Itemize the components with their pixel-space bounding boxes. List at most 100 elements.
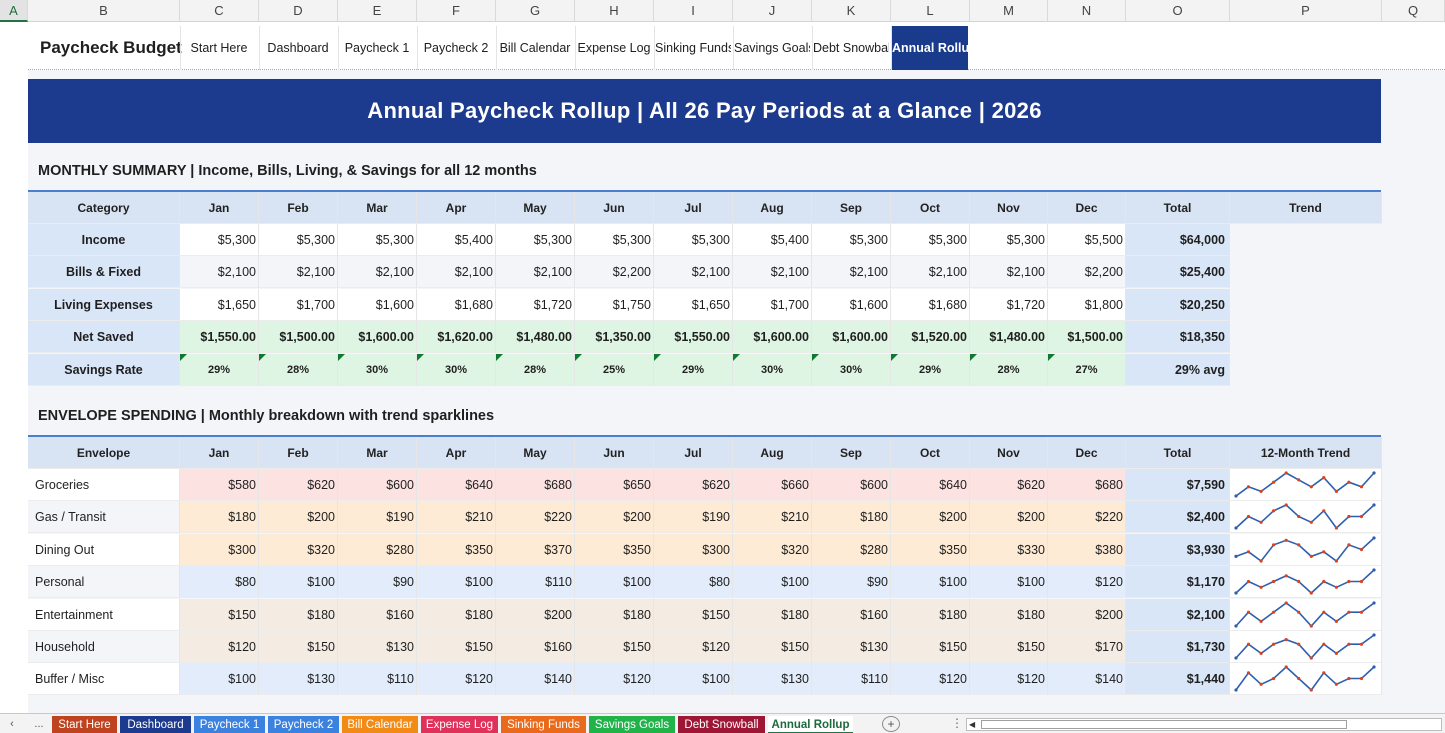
- value-cell[interactable]: $320: [733, 533, 812, 566]
- value-cell[interactable]: $110: [496, 566, 575, 599]
- value-cell[interactable]: $90: [812, 566, 891, 599]
- value-cell[interactable]: $200: [1048, 598, 1126, 631]
- value-cell[interactable]: $1,680: [417, 288, 496, 321]
- nav-tab-annual-rollup[interactable]: Annual Rollup: [891, 26, 968, 70]
- value-cell[interactable]: $150: [259, 631, 338, 663]
- total-cell[interactable]: $64,000: [1126, 224, 1230, 256]
- value-cell[interactable]: $5,300: [338, 224, 417, 256]
- value-cell[interactable]: $120: [970, 663, 1048, 696]
- value-cell[interactable]: $350: [417, 533, 496, 566]
- value-cell[interactable]: $100: [970, 566, 1048, 599]
- value-cell[interactable]: $130: [733, 663, 812, 696]
- value-cell[interactable]: $1,720: [496, 288, 575, 321]
- value-cell[interactable]: $330: [970, 533, 1048, 566]
- value-cell[interactable]: $180: [259, 598, 338, 631]
- value-cell[interactable]: $110: [338, 663, 417, 696]
- sheet-tab-debt-snowball[interactable]: Debt Snowball: [678, 716, 765, 733]
- value-cell[interactable]: $350: [575, 533, 654, 566]
- value-cell[interactable]: $130: [259, 663, 338, 696]
- value-cell[interactable]: $640: [417, 469, 496, 501]
- value-cell[interactable]: $100: [180, 663, 259, 696]
- value-cell[interactable]: $1,600.00: [733, 321, 812, 354]
- value-cell[interactable]: $680: [1048, 469, 1126, 501]
- total-cell[interactable]: $1,730: [1126, 631, 1230, 663]
- column-header-e[interactable]: E: [338, 0, 417, 22]
- value-cell[interactable]: $1,600.00: [812, 321, 891, 354]
- sheet-tab-bill-calendar[interactable]: Bill Calendar: [342, 716, 418, 733]
- value-cell[interactable]: $5,300: [654, 224, 733, 256]
- nav-tab-sinking-funds[interactable]: Sinking Funds: [654, 26, 731, 70]
- column-header-p[interactable]: P: [1230, 0, 1382, 22]
- value-cell[interactable]: $100: [891, 566, 970, 599]
- value-cell[interactable]: $120: [654, 631, 733, 663]
- value-cell[interactable]: $620: [970, 469, 1048, 501]
- value-cell[interactable]: $150: [575, 631, 654, 663]
- value-cell[interactable]: $300: [180, 533, 259, 566]
- value-cell[interactable]: $1,620.00: [417, 321, 496, 354]
- value-cell[interactable]: $320: [259, 533, 338, 566]
- sheet-tab-dashboard[interactable]: Dashboard: [120, 716, 191, 733]
- value-cell[interactable]: $200: [575, 501, 654, 534]
- total-cell[interactable]: $25,400: [1126, 256, 1230, 289]
- value-cell[interactable]: $130: [338, 631, 417, 663]
- column-header-f[interactable]: F: [417, 0, 496, 22]
- value-cell[interactable]: $2,100: [891, 256, 970, 289]
- column-header-m[interactable]: M: [970, 0, 1048, 22]
- column-header-o[interactable]: O: [1126, 0, 1230, 22]
- value-cell[interactable]: $1,600: [812, 288, 891, 321]
- value-cell[interactable]: $80: [654, 566, 733, 599]
- value-cell[interactable]: 30%: [733, 353, 812, 386]
- value-cell[interactable]: $1,480.00: [496, 321, 575, 354]
- total-cell[interactable]: $2,400: [1126, 501, 1230, 534]
- value-cell[interactable]: 29%: [180, 353, 259, 386]
- value-cell[interactable]: $180: [891, 598, 970, 631]
- value-cell[interactable]: $90: [338, 566, 417, 599]
- value-cell[interactable]: $660: [733, 469, 812, 501]
- value-cell[interactable]: $2,100: [812, 256, 891, 289]
- sheet-tab-sinking-funds[interactable]: Sinking Funds: [501, 716, 586, 733]
- value-cell[interactable]: $650: [575, 469, 654, 501]
- value-cell[interactable]: $280: [812, 533, 891, 566]
- value-cell[interactable]: $100: [654, 663, 733, 696]
- column-header-g[interactable]: G: [496, 0, 575, 22]
- value-cell[interactable]: $1,700: [259, 288, 338, 321]
- value-cell[interactable]: $2,100: [417, 256, 496, 289]
- value-cell[interactable]: $580: [180, 469, 259, 501]
- value-cell[interactable]: $200: [891, 501, 970, 534]
- value-cell[interactable]: $5,400: [733, 224, 812, 256]
- value-cell[interactable]: $150: [733, 631, 812, 663]
- value-cell[interactable]: $130: [812, 631, 891, 663]
- nav-tab-start-here[interactable]: Start Here: [180, 26, 257, 70]
- tab-scroll-left-icon[interactable]: ‹: [10, 718, 14, 730]
- value-cell[interactable]: $180: [812, 501, 891, 534]
- value-cell[interactable]: $1,650: [180, 288, 259, 321]
- value-cell[interactable]: $600: [812, 469, 891, 501]
- value-cell[interactable]: $110: [812, 663, 891, 696]
- value-cell[interactable]: $1,520.00: [891, 321, 970, 354]
- value-cell[interactable]: $160: [338, 598, 417, 631]
- value-cell[interactable]: $5,300: [180, 224, 259, 256]
- value-cell[interactable]: $150: [891, 631, 970, 663]
- column-header-j[interactable]: J: [733, 0, 812, 22]
- value-cell[interactable]: $5,300: [891, 224, 970, 256]
- value-cell[interactable]: $5,300: [259, 224, 338, 256]
- total-cell[interactable]: $2,100: [1126, 598, 1230, 631]
- value-cell[interactable]: $120: [180, 631, 259, 663]
- value-cell[interactable]: $1,680: [891, 288, 970, 321]
- value-cell[interactable]: $5,300: [575, 224, 654, 256]
- value-cell[interactable]: $80: [180, 566, 259, 599]
- value-cell[interactable]: $150: [180, 598, 259, 631]
- value-cell[interactable]: $100: [575, 566, 654, 599]
- column-header-i[interactable]: I: [654, 0, 733, 22]
- value-cell[interactable]: 29%: [891, 353, 970, 386]
- value-cell[interactable]: $1,480.00: [970, 321, 1048, 354]
- value-cell[interactable]: $140: [1048, 663, 1126, 696]
- value-cell[interactable]: 30%: [338, 353, 417, 386]
- value-cell[interactable]: $620: [259, 469, 338, 501]
- value-cell[interactable]: $160: [812, 598, 891, 631]
- value-cell[interactable]: $1,600.00: [338, 321, 417, 354]
- column-header-c[interactable]: C: [180, 0, 259, 22]
- sheet-tab-savings-goals[interactable]: Savings Goals: [589, 716, 675, 733]
- column-header-l[interactable]: L: [891, 0, 970, 22]
- value-cell[interactable]: $180: [180, 501, 259, 534]
